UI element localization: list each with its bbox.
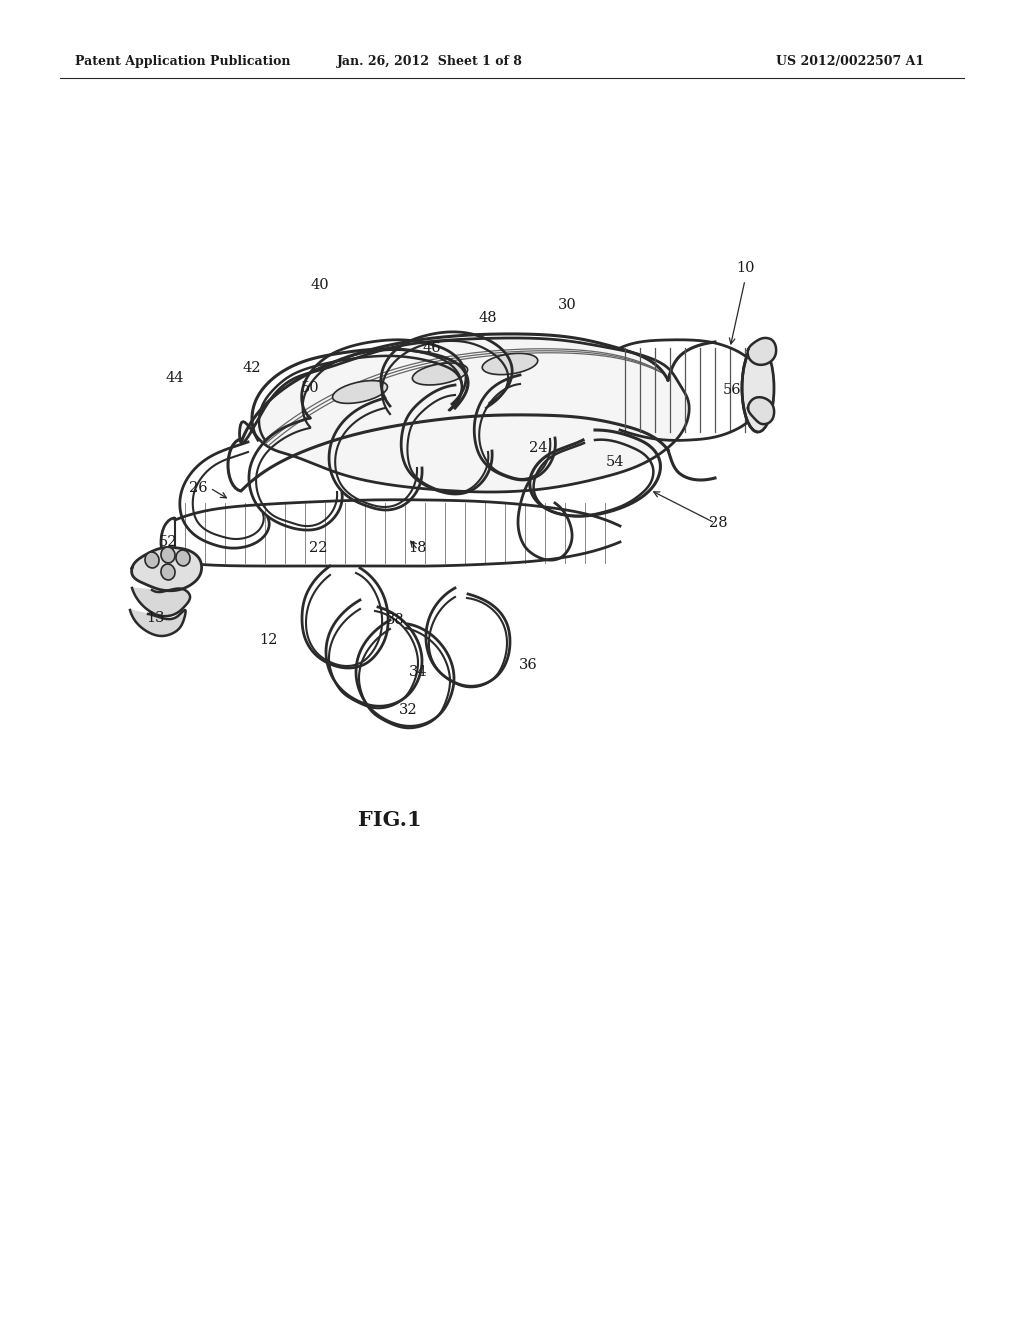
Text: 38: 38: [386, 612, 404, 627]
Text: 36: 36: [518, 657, 538, 672]
Text: 40: 40: [310, 279, 330, 292]
Polygon shape: [240, 338, 689, 492]
Ellipse shape: [742, 345, 774, 432]
Ellipse shape: [413, 363, 468, 385]
Text: Patent Application Publication: Patent Application Publication: [75, 55, 291, 69]
Ellipse shape: [161, 546, 175, 562]
Text: 46: 46: [423, 341, 441, 355]
Text: 56: 56: [723, 383, 741, 397]
Text: 13: 13: [145, 611, 164, 624]
Text: US 2012/0022507 A1: US 2012/0022507 A1: [776, 55, 924, 69]
Text: 54: 54: [606, 455, 625, 469]
Polygon shape: [130, 610, 185, 636]
Text: 26: 26: [188, 480, 207, 495]
Text: 30: 30: [558, 298, 577, 312]
Text: 50: 50: [301, 381, 319, 395]
Text: 44: 44: [166, 371, 184, 385]
Polygon shape: [748, 397, 774, 424]
Text: 28: 28: [709, 516, 727, 531]
Text: 48: 48: [478, 312, 498, 325]
Ellipse shape: [145, 552, 159, 568]
Polygon shape: [748, 338, 776, 364]
Text: 12: 12: [259, 634, 278, 647]
Text: 34: 34: [409, 665, 427, 678]
Ellipse shape: [161, 564, 175, 579]
Text: 10: 10: [736, 261, 755, 275]
Text: FIG.1: FIG.1: [358, 810, 422, 830]
Ellipse shape: [333, 380, 387, 404]
Text: 52: 52: [159, 535, 177, 549]
Ellipse shape: [176, 550, 190, 566]
Text: 42: 42: [243, 360, 261, 375]
Ellipse shape: [482, 354, 538, 375]
Text: 24: 24: [528, 441, 547, 455]
Text: 32: 32: [398, 704, 418, 717]
Text: 22: 22: [309, 541, 328, 554]
Text: 18: 18: [409, 541, 427, 554]
Polygon shape: [132, 587, 190, 616]
Polygon shape: [132, 548, 202, 591]
Text: Jan. 26, 2012  Sheet 1 of 8: Jan. 26, 2012 Sheet 1 of 8: [337, 55, 523, 69]
